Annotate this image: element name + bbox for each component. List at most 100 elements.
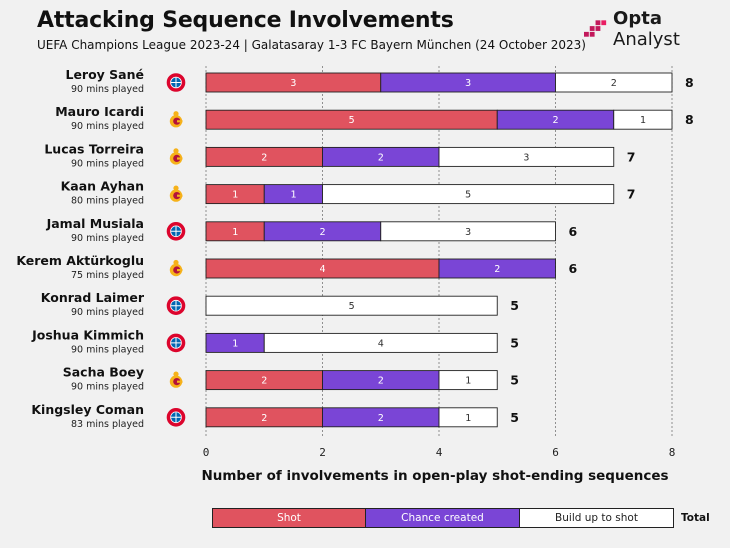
bar-total-label: 5 — [510, 373, 519, 388]
galatasaray-badge-g-inner — [173, 266, 181, 274]
player-minutes: 90 mins played — [71, 344, 144, 355]
legend-total: Total — [681, 512, 710, 524]
player-minutes: 80 mins played — [71, 196, 144, 207]
bar-value-label: 2 — [319, 227, 325, 238]
bar-segment-build-up — [438, 370, 498, 391]
galatasaray-badge-g-bar — [177, 194, 183, 197]
bar-segment-build-up — [613, 109, 673, 130]
x-tick-label: 2 — [319, 446, 326, 459]
bar-total-label: 7 — [627, 149, 636, 164]
opta-analyst-logo: Opta Analyst — [584, 8, 730, 50]
galatasaray-badge-icon — [169, 185, 183, 202]
galatasaray-badge-icon — [169, 148, 183, 165]
legend-chance-created: Chance created — [366, 508, 520, 528]
bayern-badge-icon — [166, 407, 186, 427]
player-minutes: 90 mins played — [71, 121, 144, 132]
bar-segment-build-up — [380, 221, 556, 242]
bar-value-label: 2 — [552, 115, 558, 126]
x-tick-label: 0 — [203, 446, 210, 459]
legend-chance-created-label: Chance created — [401, 512, 484, 524]
galatasaray-badge-g-bar — [177, 269, 183, 272]
galatasaray-badge-g-bar — [177, 157, 183, 160]
bar-segment-build-up — [438, 146, 615, 167]
bar-segment-chance-created — [438, 258, 556, 279]
player-minutes: 83 mins played — [71, 419, 144, 430]
player-row: Jamal Musiala 90 mins played 1 2 3 6 — [46, 216, 578, 244]
player-name: Mauro Icardi — [55, 104, 144, 119]
legend-shot-label: Shot — [277, 512, 301, 524]
bar-total-label: 5 — [510, 298, 519, 313]
x-tick-label: 4 — [436, 446, 443, 459]
chart-subtitle: UEFA Champions League 2023-24 | Galatasa… — [37, 38, 586, 52]
bar-total-label: 7 — [627, 187, 636, 202]
x-tick-label: 8 — [669, 446, 676, 459]
player-row: Kerem Aktürkoglu 75 mins played 4 2 6 — [16, 253, 577, 281]
bar-segment-build-up — [322, 184, 615, 205]
bar-value-label: 1 — [290, 190, 296, 201]
bar-segment-build-up — [438, 407, 498, 428]
bar-value-label: 2 — [378, 376, 384, 387]
legend: Shot Chance created Build up to shot Tot… — [212, 508, 710, 528]
bar-segment-build-up — [263, 332, 498, 353]
galatasaray-badge-g-bar — [177, 380, 183, 383]
bayern-badge-diamonds — [171, 77, 181, 88]
x-axis-label: Number of involvements in open-play shot… — [201, 468, 669, 484]
player-row: Kingsley Coman 83 mins played 2 2 1 5 — [31, 402, 519, 430]
legend-shot: Shot — [212, 508, 366, 528]
player-row: Kaan Ayhan 80 mins played 1 1 5 7 — [61, 179, 636, 207]
bar-value-label: 2 — [261, 413, 267, 424]
galatasaray-badge-g-inner — [173, 378, 181, 386]
galatasaray-badge-icon — [169, 371, 183, 388]
bayern-badge-icon — [166, 333, 186, 353]
brand-name: Opta Analyst — [613, 8, 730, 50]
player-name: Kaan Ayhan — [61, 179, 144, 194]
player-row: Lucas Torreira 90 mins played 2 2 3 7 — [44, 141, 635, 169]
bayern-badge-icon — [166, 296, 186, 316]
bar-value-label: 4 — [378, 338, 384, 349]
bar-value-label: 2 — [378, 152, 384, 163]
bar-total-label: 8 — [685, 75, 694, 90]
galatasaray-badge-crown — [173, 111, 179, 117]
bar-total-label: 6 — [569, 224, 578, 239]
bar-total-label: 8 — [685, 112, 694, 127]
player-name: Kingsley Coman — [31, 402, 144, 417]
bar-value-label: 5 — [349, 301, 355, 312]
player-minutes: 90 mins played — [71, 233, 144, 244]
bar-value-label: 3 — [465, 78, 471, 89]
player-row: Konrad Laimer 90 mins played 5 5 — [41, 290, 519, 318]
bayern-badge-diamonds — [171, 412, 181, 423]
player-name: Sacha Boey — [63, 365, 144, 380]
bayern-badge-diamonds — [171, 337, 181, 348]
bayern-badge-band — [167, 74, 185, 91]
bayern-badge-icon — [166, 222, 186, 241]
bar-value-label: 2 — [261, 376, 267, 387]
bar-segment-build-up — [205, 295, 498, 316]
player-minutes: 90 mins played — [71, 382, 144, 393]
player-name: Joshua Kimmich — [31, 327, 144, 342]
player-minutes: 90 mins played — [71, 84, 144, 95]
player-name: Lucas Torreira — [44, 141, 144, 156]
galatasaray-badge-crown — [173, 185, 179, 191]
bayern-badge-band — [167, 297, 185, 314]
galatasaray-badge-g-inner — [173, 154, 181, 162]
player-row: Sacha Boey 90 mins played 2 2 1 5 — [63, 365, 519, 393]
chart-title: Attacking Sequence Involvements — [37, 8, 454, 33]
bayern-badge-band — [167, 223, 185, 240]
bayern-badge-diamonds — [171, 300, 181, 311]
bayern-badge-diamonds — [171, 226, 181, 237]
bayern-badge-icon — [166, 73, 186, 92]
legend-build-up: Build up to shot — [520, 508, 674, 528]
galatasaray-badge-g-bar — [177, 120, 183, 123]
bar-value-label: 2 — [611, 78, 617, 89]
bar-value-label: 2 — [261, 152, 267, 163]
bar-value-label: 4 — [319, 264, 325, 275]
bar-value-label: 3 — [523, 152, 529, 163]
player-minutes: 90 mins played — [71, 307, 144, 318]
bar-value-label: 1 — [465, 413, 471, 424]
bar-value-label: 1 — [232, 227, 238, 238]
legend-build-up-label: Build up to shot — [555, 512, 638, 524]
bar-total-label: 5 — [510, 335, 519, 350]
bayern-badge-band — [167, 334, 185, 352]
galatasaray-badge-crown — [173, 148, 179, 154]
